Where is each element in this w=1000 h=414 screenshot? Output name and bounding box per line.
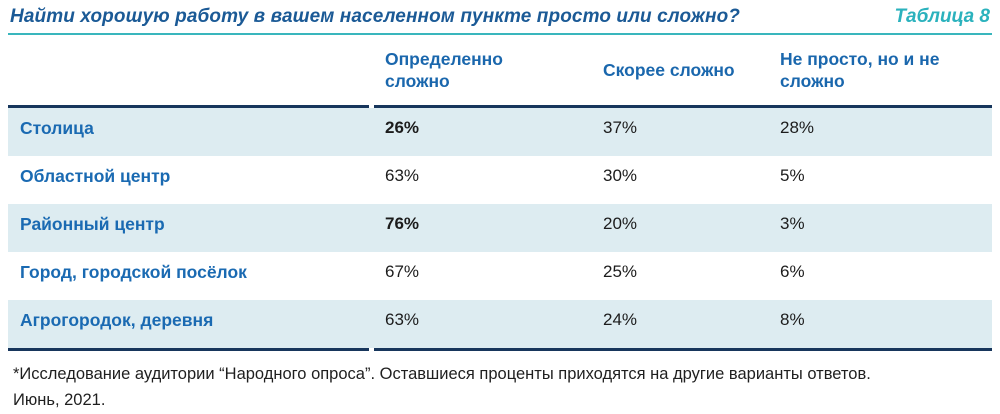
teal-divider [8, 33, 992, 35]
column-header-neither: Не просто, но и не сложно [766, 48, 992, 92]
cell-value: 6% [780, 262, 805, 281]
border-segment [8, 348, 369, 351]
column-header-rather-hard: Скорее сложно [589, 59, 766, 81]
column-header-label: Определенно сложно [385, 49, 503, 91]
cell-value: 24% [603, 310, 638, 329]
page-title: Найти хорошую работу в вашем населенном … [10, 6, 741, 27]
column-header-label: Скорее сложно [603, 60, 735, 80]
table-number-label: Таблица 8 [894, 6, 990, 27]
table-row-regional-center: Областной центр 63% 30% 5% [8, 156, 992, 204]
row-label: Столица [20, 118, 94, 138]
cell-value: 28% [780, 118, 815, 137]
table-row-capital: Столица 26% 37% 28% [8, 108, 992, 156]
cell-value: 25% [603, 262, 638, 281]
table-row-town: Город, городской посёлок 67% 25% 6% [8, 252, 992, 300]
footnote-source: *Исследование аудитории “Народного опрос… [13, 365, 871, 383]
cell-value: 26% [385, 118, 420, 137]
row-label: Агрогородок, деревня [20, 310, 214, 330]
cell-value: 5% [780, 166, 805, 185]
table-bottom-border [8, 348, 992, 351]
table-row-district-center: Районный центр 76% 20% 3% [8, 204, 992, 252]
row-label: Город, городской посёлок [20, 262, 247, 282]
table-row-village: Агрогородок, деревня 63% 24% 8% [8, 300, 992, 348]
border-segment [8, 105, 369, 108]
cell-value: 63% [385, 310, 420, 329]
cell-value: 76% [385, 214, 420, 233]
column-header-label: Не просто, но и не сложно [780, 49, 940, 91]
cell-value: 20% [603, 214, 638, 233]
footnote: *Исследование аудитории “Народного опрос… [8, 361, 992, 413]
cell-value: 63% [385, 166, 420, 185]
table-top-border [8, 105, 992, 108]
column-header-definitely-hard: Определенно сложно [371, 48, 589, 92]
border-segment [374, 348, 992, 351]
footnote-date: Июнь, 2021. [13, 391, 106, 409]
row-label: Областной центр [20, 166, 171, 186]
cell-value: 37% [603, 118, 638, 137]
cell-value: 8% [780, 310, 805, 329]
titlebar: Найти хорошую работу в вашем населенном … [8, 5, 992, 28]
cell-value: 67% [385, 262, 420, 281]
row-label: Районный центр [20, 214, 165, 234]
table-header-row: Определенно сложно Скорее сложно Не прос… [8, 35, 992, 105]
cell-value: 3% [780, 214, 805, 233]
border-segment [374, 105, 992, 108]
cell-value: 30% [603, 166, 638, 185]
